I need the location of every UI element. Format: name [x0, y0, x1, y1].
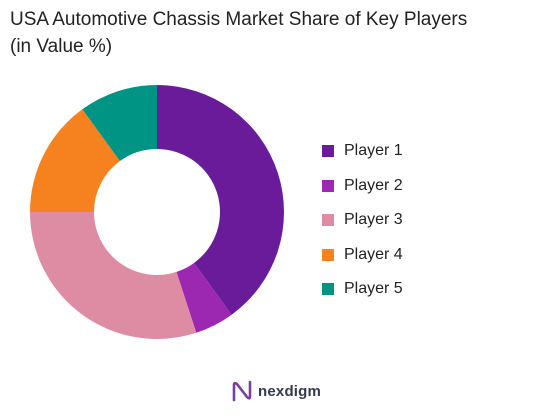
slice-player-1	[157, 85, 284, 315]
chart-title-line-1: USA Automotive Chassis Market Share of K…	[10, 9, 468, 30]
legend-item-player-2: Player 2	[322, 169, 403, 204]
legend-swatch	[322, 179, 334, 192]
legend-swatch	[322, 214, 334, 227]
legend-swatch	[322, 283, 334, 296]
legend-label: Player 1	[344, 142, 403, 160]
legend-label: Player 3	[344, 211, 403, 229]
legend-label: Player 4	[344, 245, 403, 263]
chart-title: USA Automotive Chassis Market Share of K…	[10, 6, 545, 60]
legend-item-player-3: Player 3	[322, 203, 403, 238]
legend-item-player-5: Player 5	[322, 272, 403, 307]
legend-swatch	[322, 145, 334, 158]
legend-label: Player 2	[344, 176, 403, 194]
nexdigm-logo: nexdigm	[232, 380, 321, 402]
legend-item-player-4: Player 4	[322, 238, 403, 273]
slice-player-4	[30, 109, 120, 212]
nexdigm-mark-icon	[232, 380, 252, 402]
slice-player-3	[30, 212, 197, 340]
slice-player-5	[82, 85, 157, 162]
legend-swatch	[322, 248, 334, 261]
chart-title-line-2: (in Value %)	[10, 36, 113, 57]
slice-player-2	[176, 262, 232, 333]
legend-label: Player 5	[344, 280, 403, 298]
legend-item-player-1: Player 1	[322, 134, 403, 169]
logo-text: nexdigm	[258, 382, 322, 400]
chart-legend: Player 1 Player 2 Player 3 Player 4 Player 5	[322, 134, 403, 307]
